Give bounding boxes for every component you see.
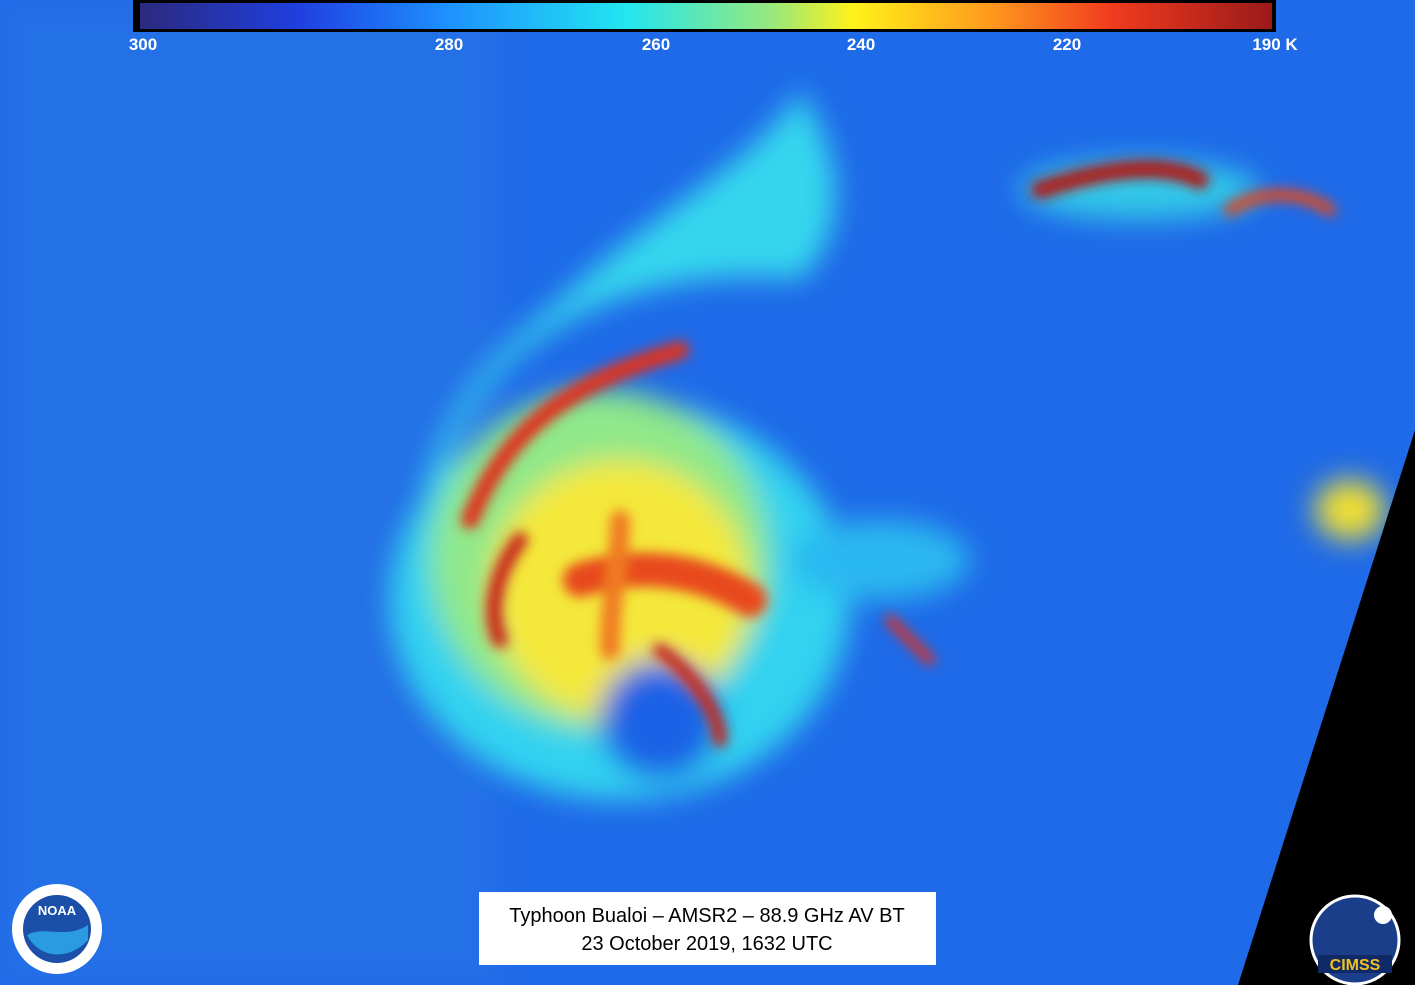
colorbar-label: 260 — [642, 35, 670, 54]
colorbar-label: 240 — [847, 35, 875, 54]
colorbar-label: 280 — [435, 35, 463, 54]
colorbar — [133, 0, 1276, 32]
caption: Typhoon Bualoi – AMSR2 – 88.9 GHz AV BT … — [479, 892, 936, 965]
noaa-logo: NOAA — [12, 884, 102, 974]
caption-box — [479, 892, 936, 965]
colorbar-label: 190 K — [1252, 35, 1298, 54]
colorbar-label: 220 — [1053, 35, 1081, 54]
colorbar-gradient — [140, 3, 1272, 29]
colorbar-label: 300 — [129, 35, 157, 54]
cimss-logo: CIMSS — [1309, 894, 1401, 985]
caption-line: 23 October 2019, 1632 UTC — [581, 933, 832, 955]
logo-text: CIMSS — [1330, 957, 1381, 974]
logo-text: NOAA — [38, 903, 77, 918]
caption-line: Typhoon Bualoi – AMSR2 – 88.9 GHz AV BT — [509, 905, 904, 927]
